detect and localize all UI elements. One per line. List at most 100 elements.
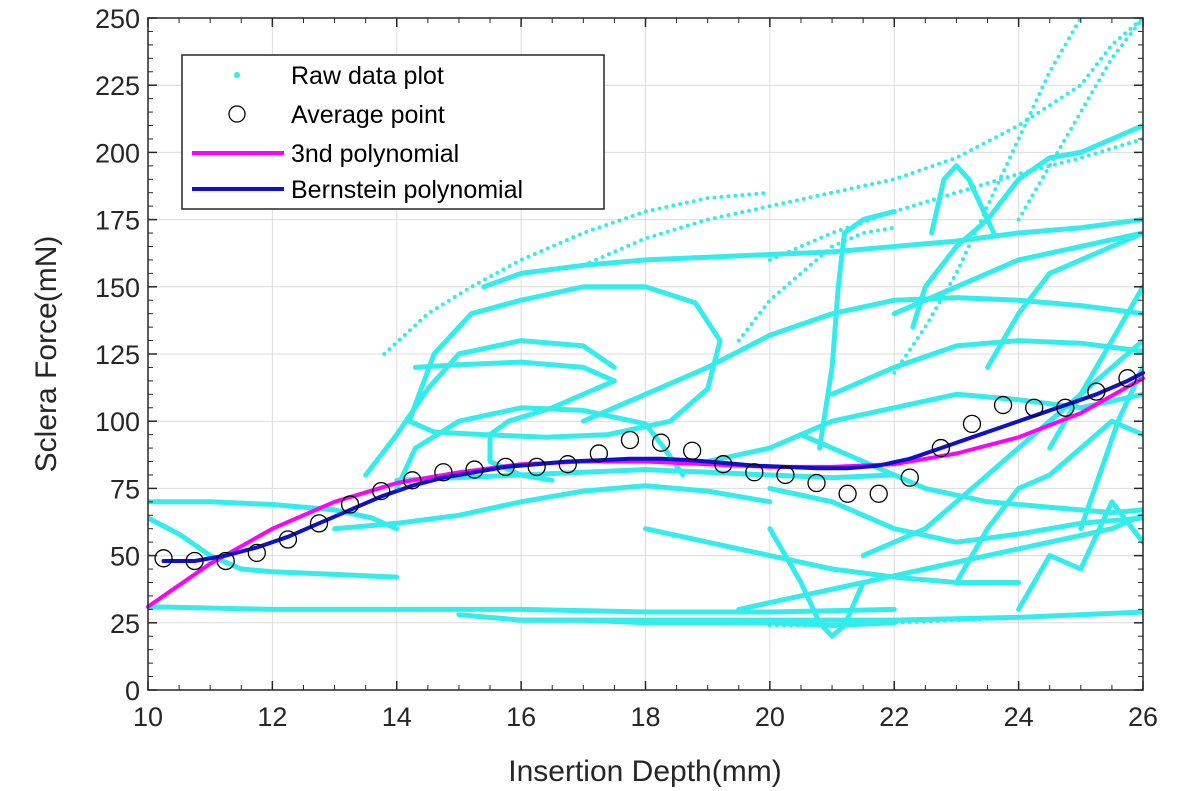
raw-data-trace	[148, 515, 400, 580]
raw-data-trace	[767, 526, 866, 639]
x-tick-label: 10	[133, 702, 163, 732]
average-point	[745, 463, 764, 482]
average-point	[403, 471, 422, 490]
raw-data-trace	[767, 137, 1143, 262]
y-tick-label: 125	[95, 340, 140, 370]
raw-data-trace	[406, 284, 723, 440]
x-tick-label: 16	[506, 702, 536, 732]
average-point	[1056, 398, 1075, 417]
legend-average-label: Average point	[291, 101, 445, 129]
raw-data-trace	[481, 217, 1143, 290]
x-tick-label: 14	[382, 702, 412, 732]
x-axis-label: Insertion Depth(mm)	[508, 755, 781, 788]
y-tick-label: 100	[95, 407, 140, 437]
legend-box	[181, 54, 605, 210]
y-tick-label: 175	[95, 206, 140, 236]
average-point	[993, 395, 1013, 415]
raw-data-trace	[798, 432, 1143, 516]
raw-data-trace	[891, 230, 1143, 317]
raw-data-trace	[412, 359, 617, 483]
raw-data-trace	[910, 123, 1143, 330]
average-point	[216, 551, 235, 571]
y-tick-label: 200	[95, 138, 140, 168]
average-point	[527, 457, 546, 477]
y-tick-label: 150	[95, 273, 140, 303]
fit-lines-layer	[146, 370, 1145, 609]
legend-average-marker	[228, 105, 246, 123]
average-point	[869, 484, 888, 503]
cubic-polynomial-line	[146, 376, 1145, 609]
raw-data-trace	[332, 483, 773, 532]
x-tick-label: 18	[630, 702, 660, 732]
raw-data-trace	[1016, 18, 1143, 222]
raw-data-layer	[148, 18, 1143, 639]
legend-bernstein-label: Bernstein polynomial	[291, 176, 523, 204]
legend-raw-marker	[234, 72, 240, 78]
y-tick-label: 0	[125, 676, 140, 706]
average-point	[962, 414, 982, 434]
raw-data-trace	[148, 604, 897, 615]
raw-data-trace	[363, 338, 617, 478]
x-tick-label: 12	[257, 702, 287, 732]
x-tick-label: 22	[879, 702, 909, 732]
y-tick-label: 75	[110, 474, 140, 504]
raw-data-trace	[985, 230, 1143, 370]
x-tick-label: 24	[1004, 702, 1034, 732]
average-point	[714, 455, 733, 474]
average-point	[185, 551, 204, 571]
average-point	[247, 543, 266, 563]
x-tick-label: 26	[1128, 702, 1158, 732]
average-point	[558, 455, 577, 474]
y-tick-label: 25	[110, 609, 140, 639]
raw-data-trace	[148, 499, 400, 532]
average-point	[154, 549, 173, 568]
average-point	[372, 481, 391, 501]
legend: Raw data plot Average point 3nd polynomi…	[181, 54, 605, 210]
average-point	[931, 438, 951, 458]
raw-data-trace	[736, 225, 897, 343]
average-point	[620, 430, 640, 450]
average-point	[278, 530, 298, 549]
x-tick-labels: 10 12 14 16 18 20 22 24 26	[133, 702, 1158, 732]
average-point	[309, 514, 329, 533]
y-axis-label: Sclera Force(mN)	[30, 236, 63, 473]
raw-data-trace	[817, 209, 897, 451]
legend-poly3-label: 3nd polynomial	[291, 140, 459, 168]
y-tick-label: 250	[95, 4, 140, 34]
average-point	[496, 457, 515, 477]
average-point	[465, 460, 484, 479]
average-point	[776, 465, 795, 485]
raw-data-trace	[767, 610, 1143, 628]
average-point	[1118, 369, 1137, 388]
average-point	[682, 441, 702, 460]
raw-data-trace	[580, 295, 1143, 424]
y-tick-label: 50	[110, 542, 140, 572]
x-tick-label: 20	[755, 702, 785, 732]
raw-data-trace	[1078, 364, 1143, 532]
average-point	[340, 495, 360, 514]
average-point	[434, 463, 453, 482]
average-point	[589, 444, 609, 463]
axis-ticks	[147, 17, 1144, 691]
raw-data-trace	[394, 405, 686, 491]
average-point	[807, 473, 826, 493]
bernstein-polynomial-line	[161, 370, 1145, 563]
average-point	[838, 484, 857, 503]
y-tick-label: 225	[95, 71, 140, 101]
raw-data-trace	[929, 163, 997, 236]
raw-data-trace	[736, 512, 1143, 612]
raw-data-trace	[953, 418, 1143, 585]
average-point	[1025, 398, 1044, 417]
raw-data-trace	[518, 609, 1143, 623]
raw-data-trace	[581, 18, 1143, 268]
raw-data-trace	[860, 338, 1143, 559]
y-tick-labels: 0 25 50 75 100 125 150 175 200 225 250	[95, 4, 140, 706]
average-point	[651, 433, 671, 452]
raw-data-trace	[892, 18, 1083, 375]
raw-data-trace	[1016, 499, 1143, 612]
average-points-layer	[154, 369, 1137, 571]
average-point	[900, 468, 919, 487]
average-point	[1087, 382, 1106, 401]
raw-data-trace	[829, 338, 1143, 397]
